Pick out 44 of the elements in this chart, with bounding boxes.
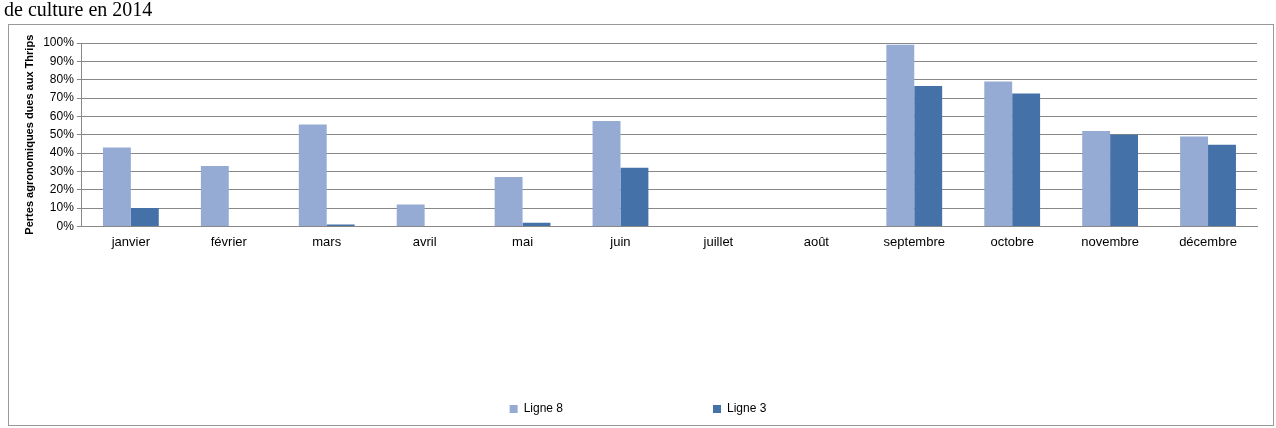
x-tick-label: août bbox=[803, 233, 830, 249]
y-tick-label: 20% bbox=[49, 182, 75, 197]
bar bbox=[396, 204, 425, 226]
x-tick-label: mai bbox=[512, 233, 534, 249]
bar bbox=[984, 81, 1013, 226]
x-tick-label: novembre bbox=[1081, 233, 1140, 249]
x-tick-label: mars bbox=[312, 233, 342, 249]
x-tick-label: septembre bbox=[883, 233, 945, 249]
x-tick-label: juin bbox=[609, 233, 631, 249]
bar bbox=[1180, 136, 1209, 226]
bar bbox=[886, 44, 915, 226]
bar bbox=[1208, 144, 1236, 226]
bar bbox=[914, 86, 943, 226]
y-tick-label: 90% bbox=[49, 53, 75, 68]
bar bbox=[1012, 93, 1041, 226]
bar bbox=[522, 222, 551, 226]
bar bbox=[494, 176, 523, 226]
y-tick-label: 10% bbox=[49, 200, 75, 215]
x-tick-label: janvier bbox=[110, 233, 151, 249]
y-tick-label: 50% bbox=[49, 127, 75, 142]
y-tick-label: 80% bbox=[49, 71, 75, 86]
x-tick-label: octobre bbox=[990, 233, 1034, 249]
x-tick-label: février bbox=[210, 233, 248, 249]
legend-label: Ligne 8 bbox=[523, 401, 564, 416]
y-tick-label: 100% bbox=[43, 35, 75, 50]
y-axis-title: Pertes agronomiques dues aux Thrips bbox=[22, 34, 35, 235]
bar bbox=[102, 147, 131, 226]
legend-label: Ligne 3 bbox=[727, 401, 767, 416]
bar bbox=[1110, 134, 1139, 226]
bar bbox=[592, 120, 621, 226]
x-tick-label: avril bbox=[412, 233, 437, 249]
y-tick-label: 60% bbox=[49, 108, 75, 123]
bar bbox=[200, 165, 229, 226]
x-tick-label: décembre bbox=[1179, 233, 1237, 249]
y-tick-label: 30% bbox=[49, 163, 75, 178]
chart-title: de culture en 2014 bbox=[4, 0, 153, 21]
bar bbox=[130, 208, 159, 226]
bar bbox=[1082, 131, 1111, 226]
bar bbox=[620, 167, 649, 226]
y-tick-label: 40% bbox=[49, 145, 75, 160]
y-tick-label: 0% bbox=[56, 218, 75, 233]
bar bbox=[298, 124, 327, 226]
y-tick-label: 70% bbox=[49, 90, 75, 105]
x-tick-label: juillet bbox=[702, 233, 734, 249]
